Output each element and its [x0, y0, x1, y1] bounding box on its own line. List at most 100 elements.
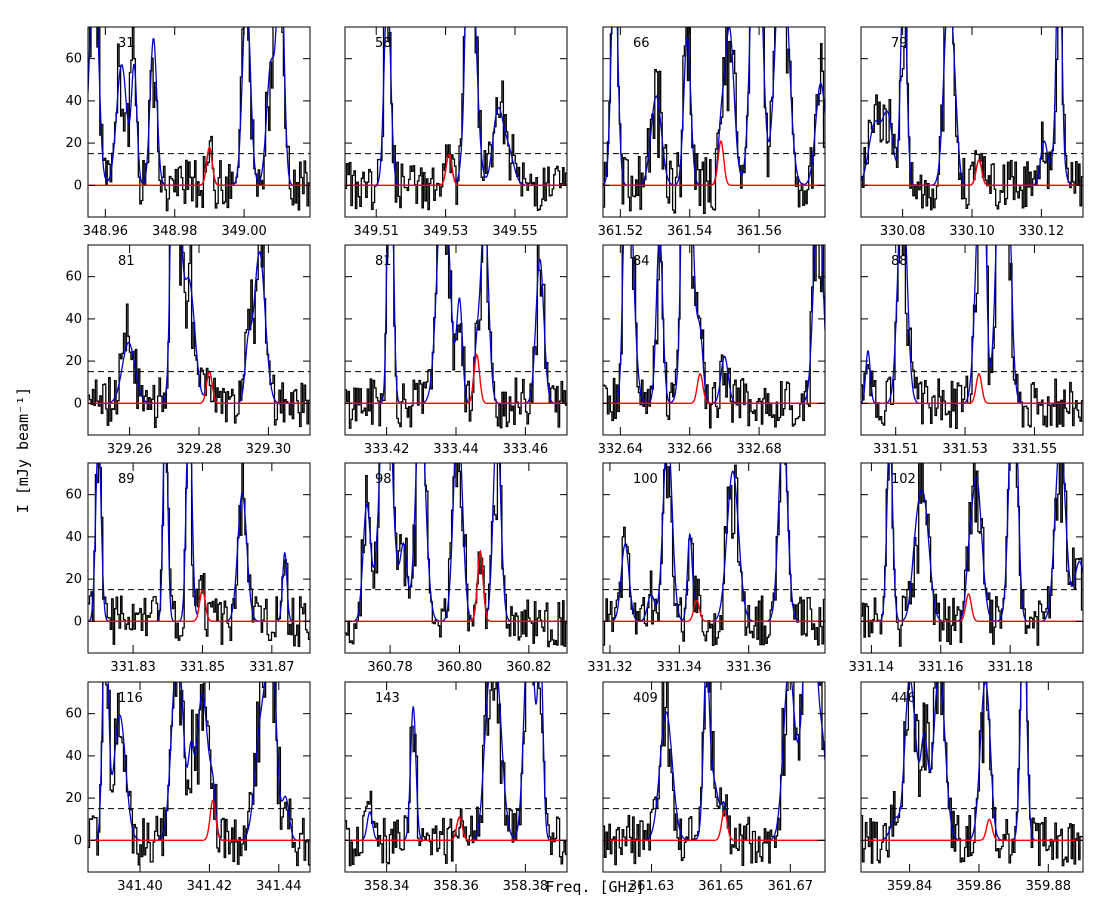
y-tick-label: 40 — [65, 312, 82, 327]
panel-label: 89 — [118, 472, 135, 487]
observed-spectrum — [345, 463, 567, 648]
model-line-spectrum — [603, 372, 825, 404]
panel-frame — [602, 681, 826, 873]
panel-plot-area — [603, 682, 825, 867]
x-axis-title: Freq. [GHz] — [545, 878, 644, 896]
panel-plot-area — [603, 27, 825, 214]
spectrum-panel: 360.78 360.80 360.82 98 — [344, 462, 568, 675]
x-tick-label: 359.84 — [887, 879, 933, 894]
x-tick-label: 329.30 — [246, 442, 292, 457]
model-line-spectrum — [603, 809, 825, 841]
spectrum-panel: 331.14 331.16 331.18 102 — [849, 462, 1084, 675]
x-tick-label: 331.36 — [726, 660, 772, 675]
panel-label: 143 — [375, 691, 400, 706]
spectrum-panel: 331.51 331.53 331.55 88 — [860, 244, 1084, 457]
x-tick-label: 331.34 — [657, 660, 703, 675]
x-tick-label: 361.54 — [667, 224, 713, 239]
x-tick-label: 348.98 — [152, 224, 198, 239]
panel-label: 102 — [891, 472, 916, 487]
y-axis-title: I [mJy beam⁻¹] — [14, 387, 32, 513]
y-tick-label: 40 — [65, 94, 82, 109]
x-tick-label: 332.64 — [598, 442, 644, 457]
y-tick-label: 60 — [65, 270, 82, 285]
x-tick-label: 360.78 — [367, 660, 413, 675]
panel-plot-area — [88, 245, 310, 429]
observed-spectrum — [603, 245, 825, 429]
y-tick-label: 0 — [74, 614, 82, 629]
model-line-spectrum — [603, 140, 825, 186]
spectrum-panel: 359.84 359.86 359.88 446 — [860, 681, 1084, 894]
x-tick-label: 331.85 — [180, 660, 226, 675]
panel-frame — [87, 681, 311, 873]
x-tick-label: 349.53 — [423, 224, 469, 239]
x-tick-label: 349.51 — [353, 224, 399, 239]
x-tick-label: 331.55 — [1012, 442, 1058, 457]
panel-frame — [860, 26, 1084, 218]
panel-label: 84 — [633, 254, 650, 269]
x-tick-label: 349.55 — [492, 224, 538, 239]
x-tick-label: 329.26 — [107, 442, 153, 457]
spectrum-panel: 330.08 330.10 330.12 79 — [860, 26, 1084, 239]
x-tick-label: 329.28 — [176, 442, 222, 457]
x-tick-label: 330.10 — [949, 224, 995, 239]
panel-label: 31 — [118, 36, 135, 51]
panel-plot-area — [603, 463, 825, 646]
model-line-spectrum — [603, 599, 825, 622]
x-tick-label: 361.67 — [768, 879, 814, 894]
model-line-spectrum — [88, 145, 310, 186]
spectrum-panel: 361.63 361.65 361.67 409 — [602, 681, 826, 894]
x-tick-label: 359.86 — [956, 879, 1002, 894]
observed-spectrum — [88, 463, 310, 648]
model-line-spectrum — [861, 818, 1083, 841]
panel-frame — [87, 26, 311, 218]
x-tick-label: 341.44 — [256, 879, 302, 894]
observed-spectrum — [345, 682, 567, 867]
x-tick-label: 360.82 — [506, 660, 552, 675]
observed-spectrum — [345, 245, 567, 429]
x-tick-label: 359.88 — [1026, 879, 1072, 894]
model-line-spectrum — [345, 549, 567, 622]
panel-plot-area — [345, 682, 567, 867]
panel-label: 100 — [633, 472, 658, 487]
x-tick-label: 333.42 — [364, 442, 410, 457]
x-tick-label: 358.36 — [433, 879, 479, 894]
model-line-spectrum — [88, 370, 310, 404]
x-tick-label: 348.96 — [83, 224, 129, 239]
observed-spectrum — [861, 682, 1083, 867]
x-tick-label: 331.18 — [987, 660, 1033, 675]
spectrum-panel: 0 20 40 60 348.96 348.98 349.00 31 — [65, 26, 311, 239]
y-tick-label: 60 — [65, 488, 82, 503]
y-tick-label: 40 — [65, 530, 82, 545]
x-tick-label: 361.56 — [736, 224, 782, 239]
panel-frame — [860, 462, 1084, 654]
x-tick-label: 331.83 — [110, 660, 156, 675]
x-tick-label: 330.12 — [1019, 224, 1065, 239]
x-tick-label: 349.00 — [221, 224, 267, 239]
panel-plot-area — [861, 463, 1083, 647]
panel-plot-area — [345, 463, 567, 648]
panel-plot-area — [861, 27, 1083, 211]
panel-label: 116 — [118, 691, 143, 706]
panel-frame — [87, 462, 311, 654]
model-total-spectrum — [88, 682, 310, 841]
y-tick-label: 60 — [65, 52, 82, 67]
observed-spectrum — [603, 682, 825, 867]
spectrum-panel: 358.34 358.36 358.38 143 — [344, 681, 568, 894]
model-line-spectrum — [345, 816, 567, 841]
x-tick-label: 332.66 — [667, 442, 713, 457]
x-tick-label: 331.53 — [942, 442, 988, 457]
x-tick-label: 333.46 — [503, 442, 549, 457]
panel-label: 58 — [375, 36, 392, 51]
panel-plot-area — [345, 245, 567, 429]
model-line-spectrum — [861, 593, 1083, 622]
panel-label: 81 — [375, 254, 392, 269]
model-line-spectrum — [861, 372, 1083, 404]
panel-plot-area — [345, 27, 567, 211]
model-line-spectrum — [861, 159, 1083, 186]
model-total-spectrum — [861, 463, 1083, 622]
y-tick-label: 0 — [74, 396, 82, 411]
x-tick-label: 358.34 — [364, 879, 410, 894]
y-tick-label: 20 — [65, 354, 82, 369]
model-line-spectrum — [88, 799, 310, 841]
x-tick-label: 361.52 — [598, 224, 644, 239]
